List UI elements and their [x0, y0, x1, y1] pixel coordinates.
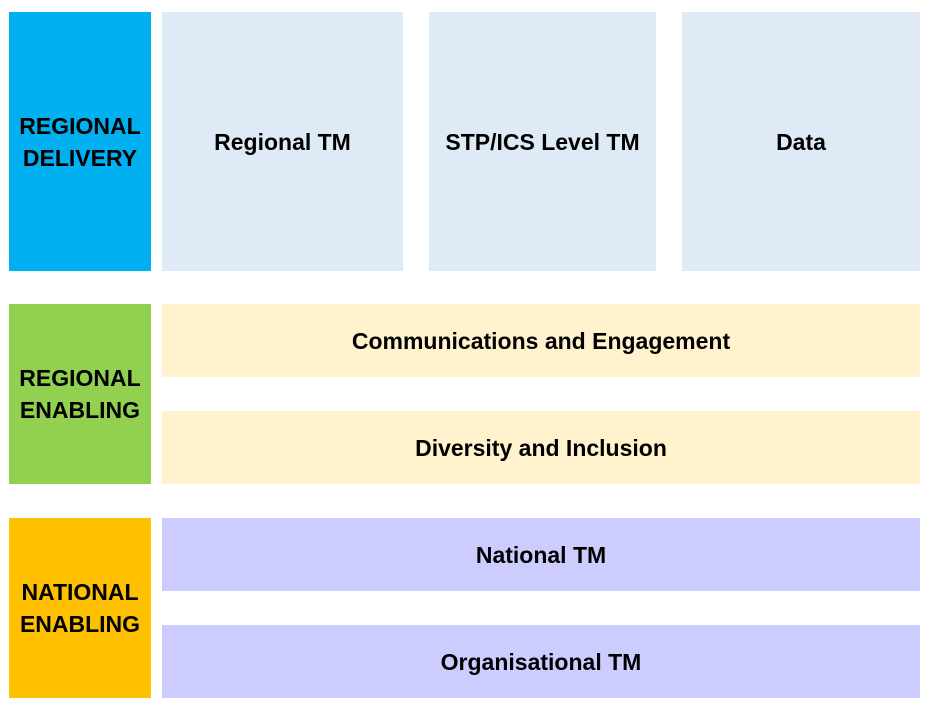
national-tm-label: National TM: [475, 541, 607, 568]
regional-enabling-label-block: REGIONAL ENABLING: [9, 304, 151, 484]
regional-tm-box: Regional TM: [162, 12, 403, 271]
regional-delivery-label: REGIONAL DELIVERY: [19, 112, 141, 171]
regional-delivery-label-block: REGIONAL DELIVERY: [9, 12, 151, 271]
stp-ics-level-tm-label: STP/ICS Level TM: [445, 128, 640, 155]
data-box: Data: [682, 12, 920, 271]
communications-engagement-label: Communications and Engagement: [351, 327, 731, 354]
national-tm-box: National TM: [162, 518, 920, 591]
organisational-tm-label: Organisational TM: [440, 648, 642, 675]
organisational-tm-box: Organisational TM: [162, 625, 920, 698]
stp-ics-level-tm-box: STP/ICS Level TM: [429, 12, 656, 271]
national-enabling-label: NATIONAL ENABLING: [19, 579, 141, 637]
regional-enabling-label: REGIONAL ENABLING: [19, 365, 141, 423]
data-label: Data: [776, 128, 826, 155]
diversity-inclusion-label: Diversity and Inclusion: [415, 434, 667, 461]
regional-tm-label: Regional TM: [214, 128, 351, 155]
communications-engagement-box: Communications and Engagement: [162, 304, 920, 377]
diversity-inclusion-box: Diversity and Inclusion: [162, 411, 920, 484]
national-enabling-label-block: NATIONAL ENABLING: [9, 518, 151, 698]
